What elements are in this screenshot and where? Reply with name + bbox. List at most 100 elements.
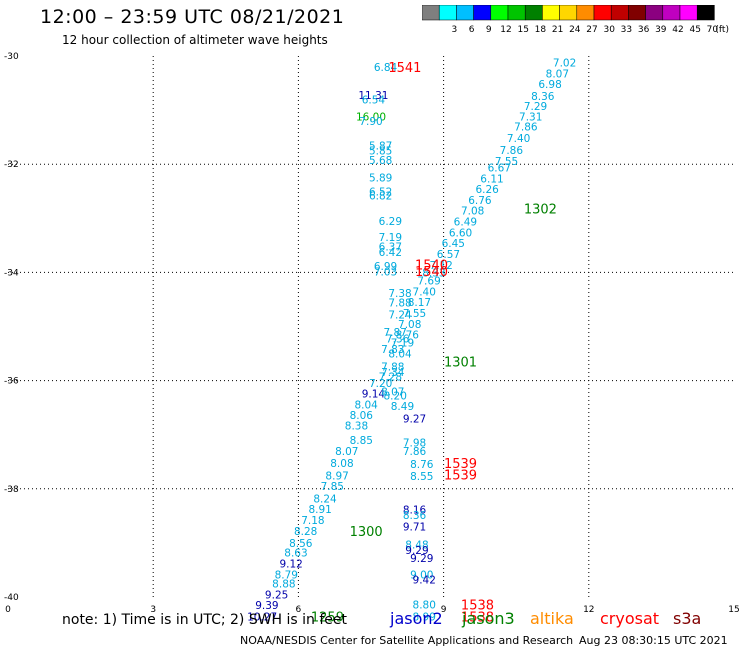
wave-height-label: 8.85 bbox=[350, 435, 373, 447]
wave-height-label: 8.36 bbox=[531, 91, 555, 103]
wave-height-label: 9.42 bbox=[413, 575, 436, 587]
wave-height-label: 9.29 bbox=[410, 553, 433, 565]
legend-cryosat: cryosat bbox=[600, 609, 660, 628]
wave-height-label: 8.07 bbox=[381, 386, 404, 398]
pass-number-label: 1540 bbox=[415, 265, 448, 280]
wave-height-label: 7.87 bbox=[384, 327, 407, 339]
pass-number-label: 1301 bbox=[444, 356, 477, 371]
wave-height-label: 9.14 bbox=[362, 389, 386, 401]
wave-height-label: 7.69 bbox=[417, 276, 440, 288]
x-tick-label: 9 bbox=[441, 605, 447, 615]
wave-height-label: 7.36 bbox=[386, 333, 410, 345]
wave-height-label: 5.87 bbox=[369, 140, 392, 152]
wave-height-label: 7.83 bbox=[381, 344, 404, 356]
wave-height-label: 6.54 bbox=[362, 94, 386, 106]
wave-height-label: 7.88 bbox=[381, 362, 404, 374]
wave-height-label: 8.36 bbox=[403, 510, 427, 522]
wave-height-label: 8.76 bbox=[410, 459, 434, 471]
color-scale-label: 18 bbox=[535, 25, 547, 35]
wave-height-label: 7.29 bbox=[524, 101, 547, 113]
footer-note: note: 1) Time is in UTC; 2) SWH is in fe… bbox=[62, 612, 348, 628]
wave-height-label: 6.11 bbox=[480, 173, 503, 185]
wave-height-label: 6.98 bbox=[538, 79, 561, 91]
x-tick-label: 15 bbox=[728, 605, 739, 615]
wave-height-label: 8.76 bbox=[396, 330, 420, 342]
legend-jason2: jason2 bbox=[390, 609, 443, 628]
wave-height-label: 10.27 bbox=[247, 611, 277, 623]
wave-height-label: 6.60 bbox=[449, 227, 472, 239]
wave-height-label: 7.31 bbox=[519, 112, 542, 124]
wave-height-label: 7.18 bbox=[301, 515, 324, 527]
chart-title: 12:00 – 23:59 UTC 08/21/2021 bbox=[40, 6, 345, 28]
pass-number-label: 1539 bbox=[444, 469, 477, 484]
y-tick-label: -34 bbox=[4, 268, 19, 278]
wave-height-label: 6.76 bbox=[468, 195, 492, 207]
wave-height-label: 9.00 bbox=[410, 569, 433, 581]
wave-height-label: 8.38 bbox=[345, 421, 368, 433]
wave-height-label: 7.85 bbox=[321, 481, 344, 493]
pass-number-label: 1541 bbox=[388, 61, 421, 76]
wave-height-label: 6.26 bbox=[475, 184, 499, 196]
color-scale-label: 3 bbox=[452, 25, 458, 35]
x-tick-label: 6 bbox=[296, 605, 302, 615]
wave-height-label: 6.29 bbox=[379, 216, 402, 228]
wave-height-label: 8.24 bbox=[313, 494, 337, 506]
y-tick-label: -40 bbox=[4, 593, 19, 603]
pass-number-label: 1538 bbox=[461, 599, 494, 614]
color-scale-label: 33 bbox=[621, 25, 632, 35]
wave-height-label: 6.67 bbox=[488, 162, 511, 174]
wave-height-label: 5.89 bbox=[369, 173, 392, 185]
wave-height-label: 8.79 bbox=[275, 569, 298, 581]
wave-height-label: 8.91 bbox=[308, 504, 331, 516]
wave-height-label: 8.16 bbox=[403, 504, 427, 516]
legend-jason3: jason3 bbox=[462, 609, 515, 628]
y-tick-label: -30 bbox=[4, 52, 19, 62]
wave-height-label: 8.33 bbox=[422, 267, 445, 279]
wave-height-label: 9.39 bbox=[255, 600, 278, 612]
y-tick-label: -32 bbox=[4, 160, 19, 170]
x-tick-label: 0 bbox=[5, 605, 11, 615]
color-scale-label: 27 bbox=[586, 25, 597, 35]
wave-height-label: 16.00 bbox=[356, 112, 386, 124]
color-scale-label: 39 bbox=[655, 25, 667, 35]
pass-number-label: 1540 bbox=[415, 258, 448, 273]
pass-number-label: 1302 bbox=[524, 203, 557, 218]
y-tick-label: -36 bbox=[4, 377, 19, 387]
wave-height-label: 7.19 bbox=[391, 338, 414, 350]
color-scale-label: 42 bbox=[672, 25, 683, 35]
color-swatch bbox=[696, 5, 715, 21]
color-scale-label: 45 bbox=[689, 25, 700, 35]
color-scale-label: 24 bbox=[569, 25, 581, 35]
wave-height-label: 9.27 bbox=[403, 413, 426, 425]
wave-height-label: 8.55 bbox=[410, 471, 433, 483]
color-scale-label: 36 bbox=[638, 25, 650, 35]
wave-height-label: 7.02 bbox=[553, 57, 576, 69]
wave-height-label: 5.85 bbox=[369, 146, 392, 158]
color-scale-label: 9 bbox=[486, 25, 492, 35]
wave-height-label: 6.42 bbox=[379, 247, 402, 259]
wave-height-label: 7.28 bbox=[379, 371, 402, 383]
wave-height-label: 7.86 bbox=[403, 446, 427, 458]
footer-credit: NOAA/NESDIS Center for Satellite Applica… bbox=[240, 634, 574, 647]
legend-altika: altika bbox=[530, 609, 574, 628]
wave-height-label: 7.86 bbox=[514, 121, 538, 133]
color-scale-label: 30 bbox=[603, 25, 615, 35]
wave-height-label: 8.04 bbox=[388, 349, 412, 361]
color-scale-legend: 3 6 9 12 15 18 21 24 27 30 33 36 39 42 45 70(ft) bbox=[422, 5, 729, 35]
wave-height-label: 11.31 bbox=[358, 90, 388, 102]
wave-height-label: 7.55 bbox=[403, 308, 426, 320]
wave-height-label: 8.07 bbox=[546, 68, 569, 80]
wave-height-label: 7.24 bbox=[388, 310, 412, 322]
wave-height-label: 7.19 bbox=[379, 232, 402, 244]
wave-height-label: 7.03 bbox=[374, 266, 397, 278]
pass-number-label: 1300 bbox=[350, 525, 383, 540]
wave-height-label: 7.20 bbox=[369, 378, 392, 390]
wave-height-label: 6.49 bbox=[454, 217, 477, 229]
wave-height-label: 7.98 bbox=[403, 437, 426, 449]
y-tick-label: -38 bbox=[4, 485, 19, 495]
wave-height-label: 8.06 bbox=[350, 410, 374, 422]
color-scale-label: 6 bbox=[469, 25, 475, 35]
wave-height-label: 9.29 bbox=[405, 545, 428, 557]
color-scale-unit: (ft) bbox=[715, 25, 729, 35]
